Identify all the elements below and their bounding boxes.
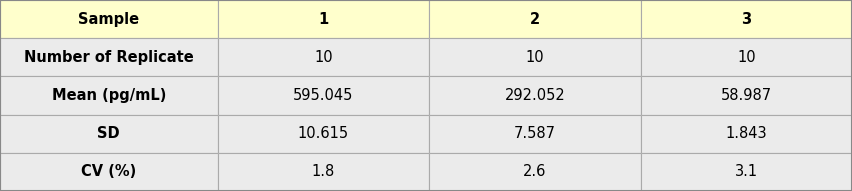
Bar (429, 0, 640, 38)
Text: 3.1: 3.1 (734, 164, 757, 179)
Text: 7.587: 7.587 (513, 126, 556, 141)
Text: 1.8: 1.8 (311, 164, 335, 179)
Bar (429, 115, 640, 153)
Bar (217, 115, 429, 153)
Text: 10: 10 (736, 50, 755, 65)
Bar (217, 0, 429, 38)
Bar (0, 76, 217, 115)
Bar (0, 38, 217, 76)
Bar (217, 38, 429, 76)
Bar (429, 153, 640, 191)
Bar (640, 38, 851, 76)
Bar (640, 76, 851, 115)
Text: 3: 3 (740, 12, 751, 27)
Text: 1: 1 (318, 12, 328, 27)
Bar (640, 153, 851, 191)
Bar (0, 76, 217, 115)
Bar (0, 153, 217, 191)
Bar (429, 76, 640, 115)
Bar (0, 0, 217, 38)
Text: Mean (pg/mL): Mean (pg/mL) (51, 88, 166, 103)
Bar (217, 76, 429, 115)
Bar (640, 115, 851, 153)
Text: 10: 10 (525, 50, 544, 65)
Text: CV (%): CV (%) (81, 164, 136, 179)
Bar (0, 115, 217, 153)
Bar (429, 38, 640, 76)
Bar (217, 38, 429, 76)
Bar (217, 76, 429, 115)
Bar (0, 38, 217, 76)
Bar (217, 0, 429, 38)
Bar (640, 153, 851, 191)
Bar (640, 0, 851, 38)
Text: 595.045: 595.045 (293, 88, 353, 103)
Bar (640, 38, 851, 76)
Text: 58.987: 58.987 (720, 88, 771, 103)
Bar (0, 115, 217, 153)
Bar (429, 76, 640, 115)
Text: Number of Replicate: Number of Replicate (24, 50, 193, 65)
Text: SD: SD (97, 126, 120, 141)
Text: 10: 10 (314, 50, 332, 65)
Text: 292.052: 292.052 (504, 88, 565, 103)
Bar (217, 153, 429, 191)
Bar (429, 38, 640, 76)
Text: 2: 2 (529, 12, 539, 27)
Bar (429, 0, 640, 38)
Text: 1.843: 1.843 (725, 126, 766, 141)
Bar (429, 153, 640, 191)
Bar (217, 153, 429, 191)
Bar (0, 0, 217, 38)
Bar (640, 0, 851, 38)
Bar (0, 153, 217, 191)
Bar (640, 115, 851, 153)
Text: 2.6: 2.6 (522, 164, 546, 179)
Bar (217, 115, 429, 153)
Text: Sample: Sample (78, 12, 139, 27)
Bar (640, 76, 851, 115)
Bar (429, 115, 640, 153)
Text: 10.615: 10.615 (297, 126, 348, 141)
